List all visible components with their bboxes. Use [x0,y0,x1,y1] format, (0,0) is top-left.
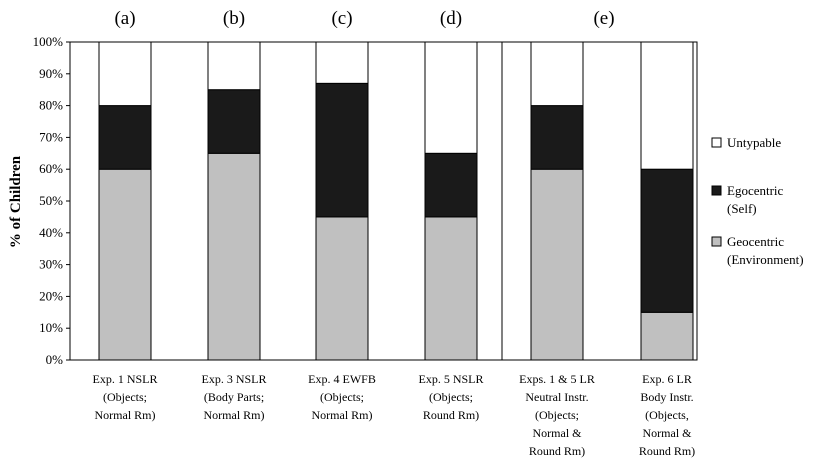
legend-label-line: Untypable [727,135,781,150]
category-label-line: Round Rm) [639,444,695,458]
category-label-line: Exp. 5 NSLR [418,372,483,386]
category-label-line: Normal Rm) [312,408,373,422]
bar-segment [530,41,584,107]
bar-segment [640,311,694,361]
y-tick-label: 40% [39,225,63,240]
category-label: Exp. 1 NSLR (Objects; Normal Rm) [92,372,157,422]
legend-label-line: (Environment) [727,252,804,267]
plot-border [69,41,698,361]
y-tick-label: 90% [39,66,63,81]
panel-label: (b) [223,8,245,29]
category-label-line: (Objects, [645,408,689,422]
y-tick-label: 80% [39,98,63,113]
plot-frame [69,41,698,361]
category-label-line: (Objects; [429,390,473,404]
bar-segment [98,41,152,107]
y-axis: 0% 10% 20% 30% 40% 50% 60% 70% 80% 90% 100% [33,34,70,367]
bar-segment [424,216,478,361]
y-axis-label: % of Children [8,155,24,248]
panel-label: (a) [114,8,135,29]
legend-label: Geocentric (Environment) [727,234,804,267]
bar-segment [530,168,584,361]
bar-segment [315,41,369,84]
category-label: Exp. 3 NSLR (Body Parts; Normal Rm) [201,372,266,422]
legend-label-line: (Self) [727,201,757,216]
category-label-line: Exp. 1 NSLR [92,372,157,386]
legend-swatch [711,185,722,196]
category-label-line: Round Rm) [423,408,479,422]
category-label-line: Body Instr. [640,390,693,404]
bar-segment [640,41,694,170]
category-label-line: Normal & [643,426,693,440]
legend-swatch [711,137,722,148]
category-label-line: Exp. 4 EWFB [308,372,376,386]
category-label-line: (Objects; [535,408,579,422]
category-label-line: Normal & [533,426,583,440]
bar-segment [424,152,478,218]
category-label-line: Neutral Instr. [525,390,588,404]
bar-segment [207,152,261,361]
y-tick-label: 70% [39,129,63,144]
y-tick-label: 0% [46,352,64,367]
bar-segment [207,89,261,154]
category-labels: Exp. 1 NSLR (Objects; Normal Rm)Exp. 3 NSL… [92,372,695,458]
bar-segment [98,105,152,170]
category-label-line: (Objects; [103,390,147,404]
legend: Untypable Egocentric (Self) Geocentric (Envi… [711,135,804,267]
bar-segment [424,41,478,154]
y-tick-label: 50% [39,193,63,208]
bars-layer [98,41,694,361]
category-label: Exps. 1 & 5 LR Neutral Instr. (Objects; Nor… [519,372,595,458]
category-label: Exp. 4 EWFB (Objects; Normal Rm) [308,372,376,422]
category-label: Exp. 6 LR Body Instr. (Objects, Normal & Rou… [639,372,695,458]
category-label-line: Round Rm) [529,444,585,458]
y-tick-label: 20% [39,288,63,303]
category-label-line: (Body Parts; [204,390,264,404]
y-tick-label: 60% [39,161,63,176]
legend-swatch [711,236,722,247]
category-label-line: Normal Rm) [204,408,265,422]
bar-segment [315,216,369,361]
bar-segment [530,105,584,170]
bar-segment [640,168,694,313]
y-tick-label: 30% [39,257,63,272]
panel-labels: (a) (b) (c) (d) (e) [114,8,614,29]
category-label-line: Normal Rm) [95,408,156,422]
y-tick-label: 100% [33,34,64,49]
category-label-line: Exps. 1 & 5 LR [519,372,595,386]
category-label-line: (Objects; [320,390,364,404]
bar-segment [315,82,369,218]
legend-label: Untypable [727,135,781,150]
panel-label: (c) [331,8,352,29]
panel-label: (e) [593,8,614,29]
legend-label-line: Geocentric [727,234,784,249]
legend-label-line: Egocentric [727,183,784,198]
category-label: Exp. 5 NSLR (Objects; Round Rm) [418,372,483,422]
y-tick-label: 10% [39,320,63,335]
panel-label: (d) [440,8,462,29]
bar-segment [98,168,152,361]
category-label-line: Exp. 3 NSLR [201,372,266,386]
category-label-line: Exp. 6 LR [642,372,692,386]
bar-segment [207,41,261,91]
legend-label: Egocentric (Self) [727,183,784,216]
